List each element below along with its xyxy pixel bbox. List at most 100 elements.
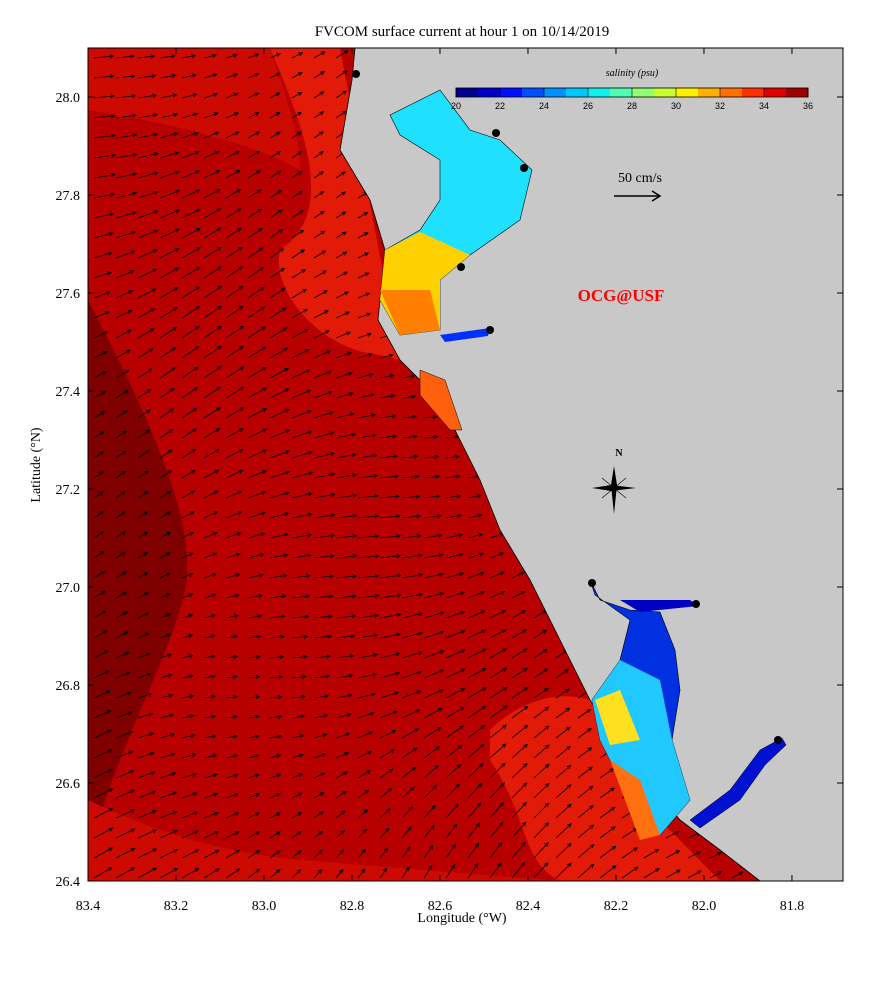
current-arrow xyxy=(313,772,326,779)
current-arrow xyxy=(533,706,550,719)
current-arrow xyxy=(159,713,175,719)
current-arrow xyxy=(247,266,265,279)
current-arrow xyxy=(467,629,487,639)
current-arrow xyxy=(423,669,445,679)
current-arrow xyxy=(137,652,151,659)
current-arrow xyxy=(247,490,267,499)
current-arrow xyxy=(203,227,222,239)
current-arrow xyxy=(115,191,138,199)
current-arrow xyxy=(445,533,464,539)
current-arrow xyxy=(93,531,105,539)
current-arrow xyxy=(313,849,323,859)
current-arrow xyxy=(247,326,266,339)
current-arrow xyxy=(269,793,282,799)
harbor-pass xyxy=(595,690,640,745)
current-arrow xyxy=(599,787,615,799)
current-arrow xyxy=(181,552,194,559)
current-arrow xyxy=(401,474,420,479)
current-arrow xyxy=(379,652,401,659)
current-arrow xyxy=(137,268,158,279)
current-arrow xyxy=(247,387,268,399)
current-arrow xyxy=(93,311,110,319)
current-arrow xyxy=(313,51,326,59)
current-arrow xyxy=(423,745,441,759)
current-arrow xyxy=(93,291,111,299)
current-arrow xyxy=(181,189,201,199)
current-arrow xyxy=(489,686,508,699)
current-arrow xyxy=(313,71,326,79)
current-arrow xyxy=(93,271,112,279)
current-arrow xyxy=(489,762,506,779)
current-arrow xyxy=(225,189,242,199)
current-arrow xyxy=(115,551,127,559)
current-arrow xyxy=(335,171,346,179)
current-arrow xyxy=(115,611,128,619)
current-arrow xyxy=(247,532,266,539)
current-arrow xyxy=(93,153,116,159)
current-arrow xyxy=(423,707,443,719)
current-arrow xyxy=(445,552,464,559)
current-arrow xyxy=(335,311,350,319)
current-arrow xyxy=(159,810,178,819)
current-arrow xyxy=(291,614,310,619)
current-arrow xyxy=(203,753,218,759)
current-arrow xyxy=(313,131,324,139)
current-arrow xyxy=(115,369,130,379)
current-arrow xyxy=(115,172,138,179)
current-arrow xyxy=(93,451,105,459)
current-arrow xyxy=(335,432,356,439)
current-arrow xyxy=(335,810,347,819)
current-arrow xyxy=(335,554,358,559)
current-arrow xyxy=(401,533,423,539)
current-arrow xyxy=(225,386,245,399)
current-arrow xyxy=(269,532,290,539)
current-arrow xyxy=(379,514,401,519)
current-arrow xyxy=(181,532,195,539)
current-arrow xyxy=(93,670,110,679)
current-arrow xyxy=(115,270,135,279)
current-arrow xyxy=(511,590,526,599)
current-arrow xyxy=(137,632,151,639)
current-arrow xyxy=(247,675,261,680)
current-arrow xyxy=(115,329,132,339)
current-arrow xyxy=(335,868,344,879)
current-arrow xyxy=(511,629,527,639)
current-arrow xyxy=(467,494,482,499)
current-arrow xyxy=(445,513,463,519)
current-arrow xyxy=(225,634,239,639)
current-arrow xyxy=(357,593,380,599)
current-arrow xyxy=(357,653,378,659)
current-arrow xyxy=(137,190,159,199)
current-arrow xyxy=(291,553,312,559)
current-arrow xyxy=(247,131,261,139)
current-arrow xyxy=(313,310,329,319)
current-arrow xyxy=(511,667,528,679)
current-arrow xyxy=(577,844,595,859)
current-arrow xyxy=(93,511,104,519)
current-arrow xyxy=(709,871,723,879)
current-arrow xyxy=(555,784,572,799)
current-arrow xyxy=(159,752,176,759)
current-arrow xyxy=(203,613,217,619)
current-arrow xyxy=(181,131,200,139)
current-arrow xyxy=(357,633,379,639)
current-arrow xyxy=(423,784,438,799)
current-arrow xyxy=(225,169,241,179)
current-arrow xyxy=(115,470,127,479)
current-arrow xyxy=(225,407,245,419)
current-arrow xyxy=(291,831,302,839)
current-arrow xyxy=(489,801,505,819)
current-arrow xyxy=(203,490,219,499)
current-arrow xyxy=(115,809,136,819)
current-arrow xyxy=(247,593,264,599)
current-arrow xyxy=(291,170,303,179)
current-arrow xyxy=(137,93,158,99)
current-arrow xyxy=(335,392,355,399)
current-arrow xyxy=(401,826,412,839)
current-arrow xyxy=(379,710,398,719)
current-arrow xyxy=(533,687,550,699)
current-arrow xyxy=(269,695,283,700)
current-arrow xyxy=(313,330,331,339)
current-arrow xyxy=(247,654,262,660)
current-arrow xyxy=(137,552,149,559)
